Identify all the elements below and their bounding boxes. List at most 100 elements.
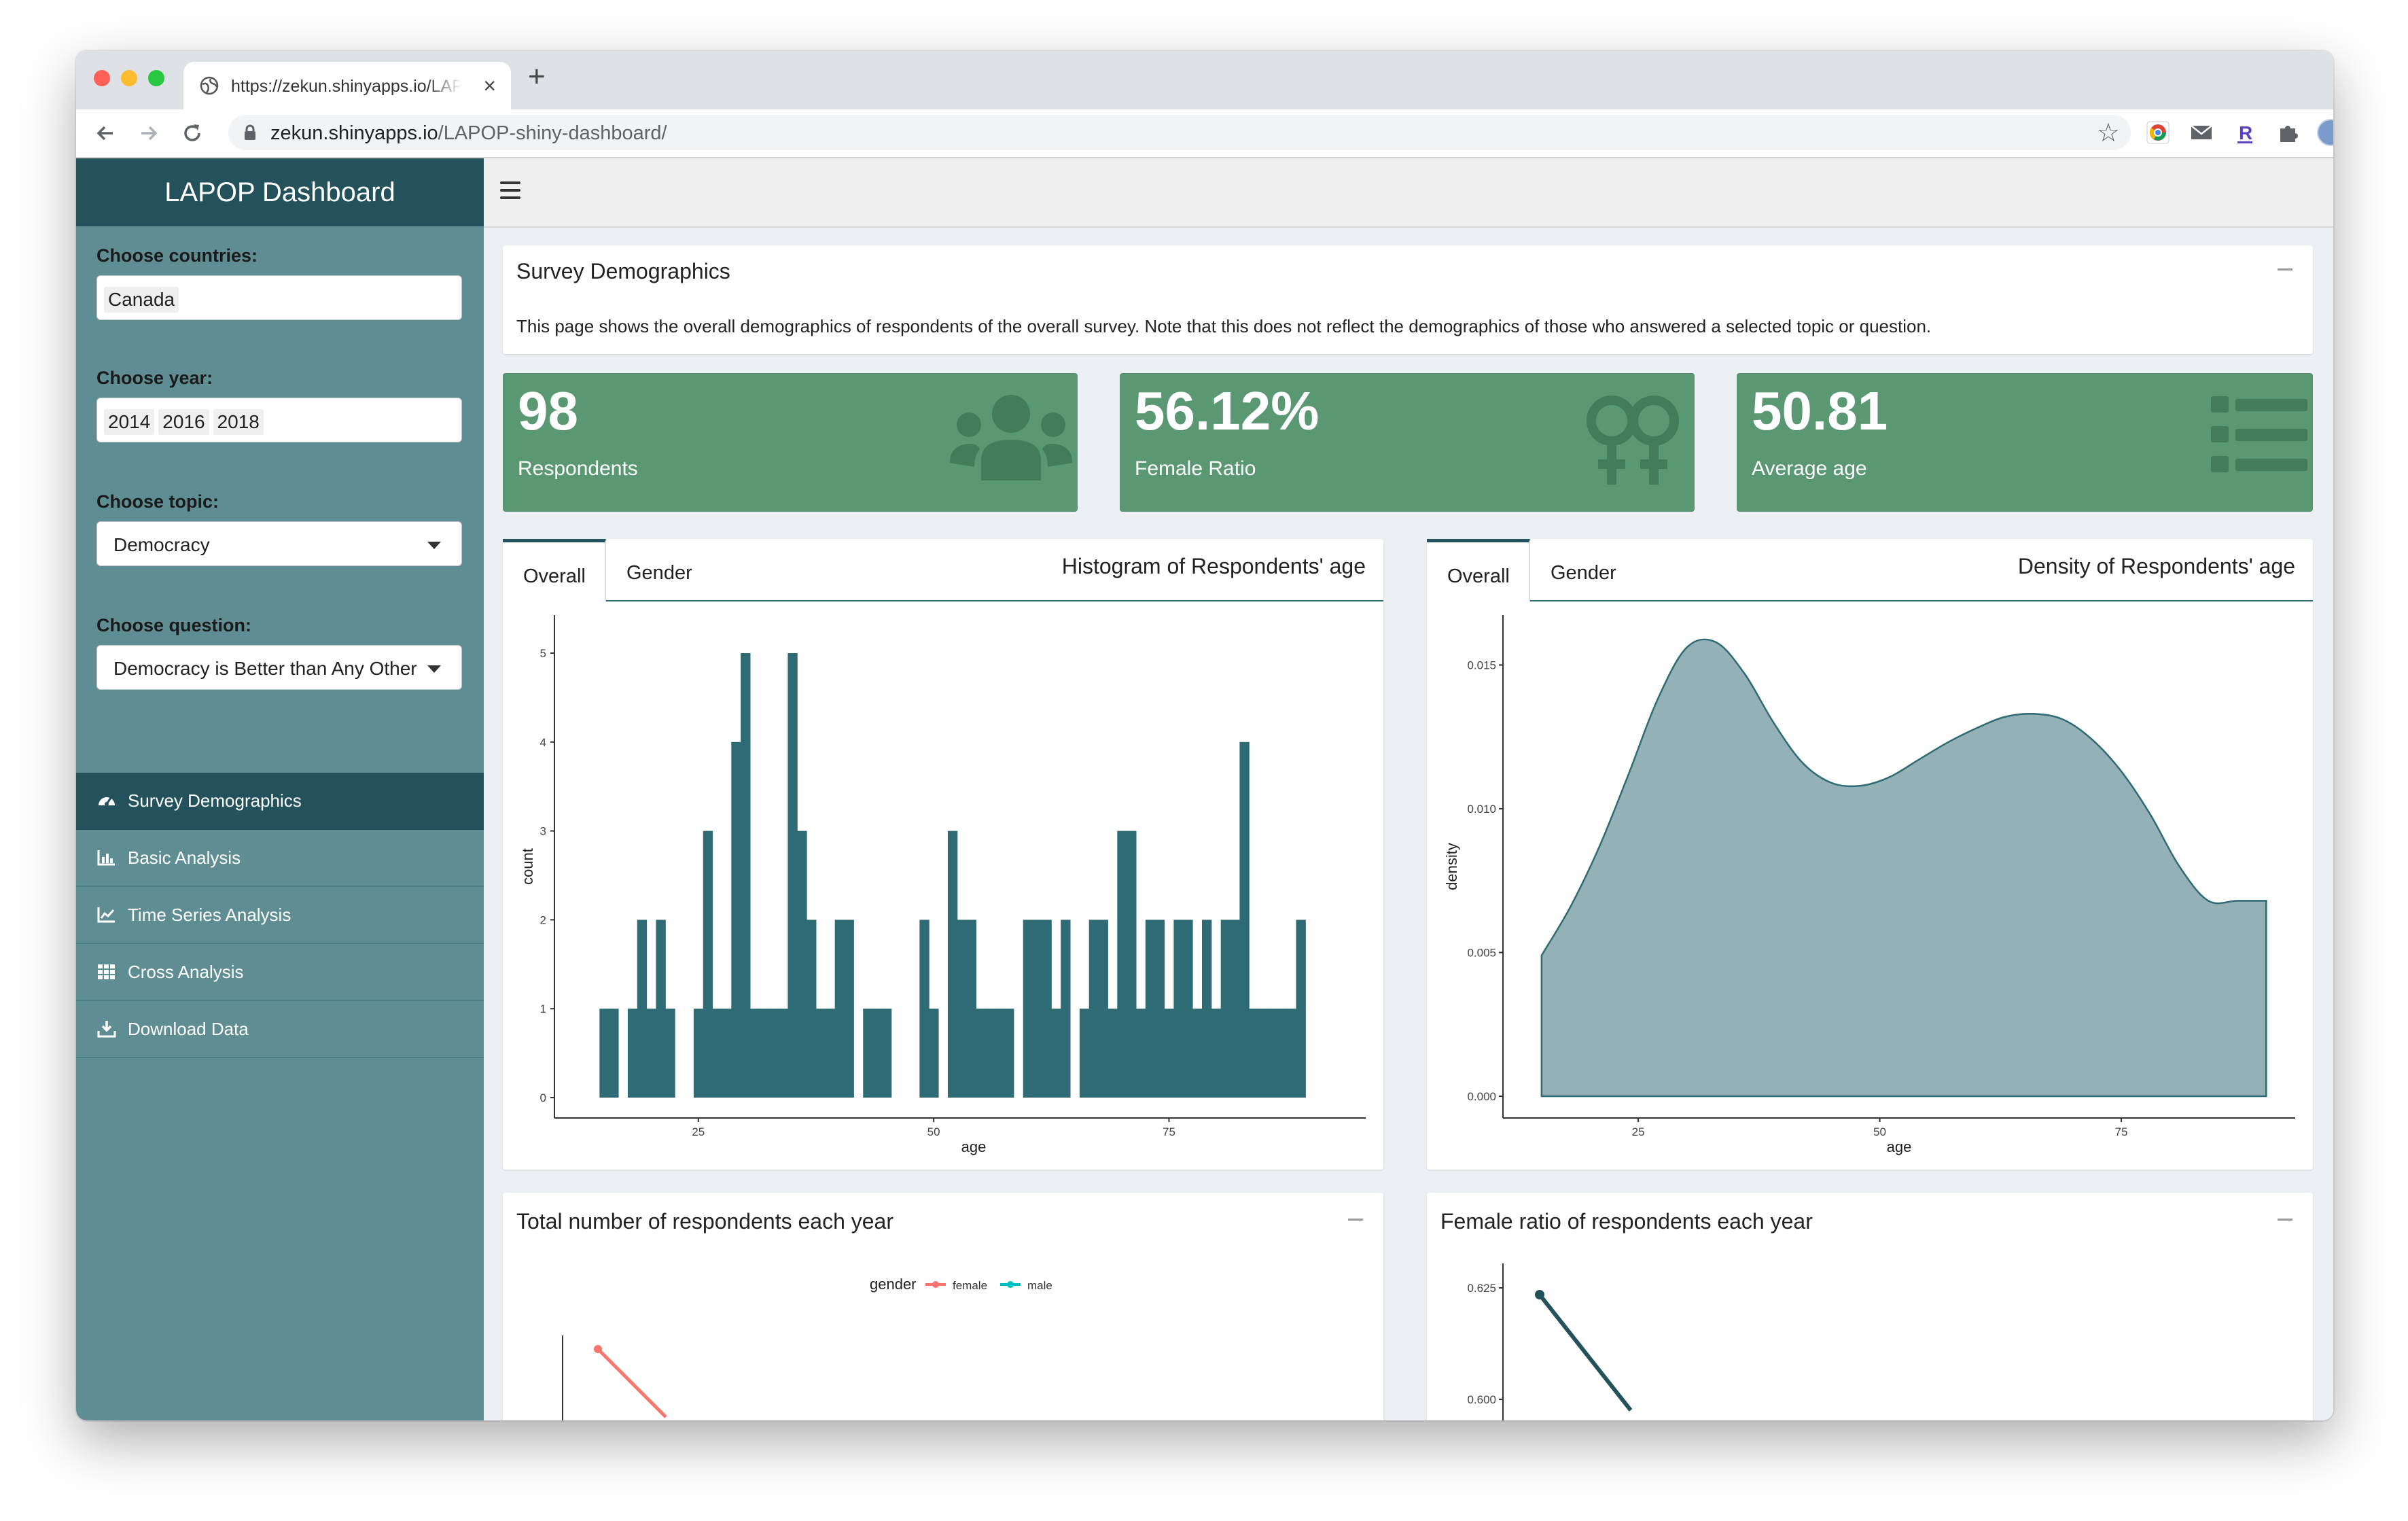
close-window-button[interactable] bbox=[94, 70, 110, 86]
histogram-bar bbox=[712, 1009, 722, 1098]
x-tick-label: 50 bbox=[1873, 1125, 1886, 1138]
bookmark-star-icon[interactable]: ☆ bbox=[2096, 119, 2120, 147]
female-ratio-value: 56.12% bbox=[1135, 381, 1320, 441]
histogram-bar bbox=[947, 831, 958, 1098]
density-title: Density of Respondents' age bbox=[2017, 554, 2295, 578]
maximize-window-button[interactable] bbox=[148, 70, 164, 86]
line-chart-icon bbox=[97, 907, 115, 923]
topic-select[interactable]: Democracy bbox=[96, 521, 462, 566]
legend-label: female bbox=[953, 1279, 987, 1292]
year-chip[interactable]: 2016 bbox=[158, 409, 209, 435]
female-ratio-point bbox=[1535, 1290, 1544, 1299]
female-ratio-caption: Female Ratio bbox=[1135, 457, 1256, 480]
url-text: zekun.shinyapps.io/LAPOP-shiny-dashboard… bbox=[270, 122, 667, 145]
back-icon[interactable] bbox=[94, 122, 117, 145]
histogram-bar bbox=[1173, 920, 1184, 1098]
histogram-bar bbox=[995, 1009, 1005, 1098]
histogram-bar bbox=[1164, 1009, 1174, 1098]
tab-gender[interactable]: Gender bbox=[606, 539, 708, 600]
histogram-bar bbox=[627, 1009, 638, 1098]
menu-cross-analysis[interactable]: Cross Analysis bbox=[76, 944, 484, 1001]
total-respondents-chart: gender female male bbox=[562, 1276, 1052, 1420]
menu-download-data[interactable]: Download Data bbox=[76, 1001, 484, 1058]
new-tab-button[interactable]: + bbox=[528, 60, 546, 93]
forward-icon[interactable] bbox=[137, 122, 160, 145]
histogram-bar bbox=[722, 1009, 732, 1098]
tab-gender[interactable]: Gender bbox=[1530, 539, 1632, 600]
density-panel: Overall Gender Density of Respondents' a… bbox=[1427, 539, 2313, 1170]
year-chip[interactable]: 2018 bbox=[213, 409, 264, 435]
histogram-bar bbox=[1023, 920, 1033, 1098]
histogram-bar bbox=[609, 1009, 619, 1098]
y-tick-label: 2 bbox=[540, 913, 546, 926]
minimize-window-button[interactable] bbox=[121, 70, 137, 86]
box-title: Survey Demographics bbox=[516, 259, 730, 283]
collapse-icon[interactable] bbox=[2278, 1219, 2292, 1221]
sidebar: Choose countries: Canada Choose year: 20… bbox=[76, 226, 484, 1420]
country-chip[interactable]: Canada bbox=[104, 287, 179, 313]
y-tick-label: 4 bbox=[540, 736, 546, 749]
countries-select[interactable]: Canada bbox=[96, 275, 462, 320]
histogram-bar bbox=[1004, 1009, 1014, 1098]
histogram-bar bbox=[646, 1009, 656, 1098]
close-tab-icon[interactable]: × bbox=[483, 73, 496, 98]
demographics-description: This page shows the overall demographics… bbox=[516, 316, 1932, 336]
histogram-bar bbox=[844, 920, 854, 1098]
url-path: /LAPOP-shiny-dashboard/ bbox=[438, 122, 667, 144]
tab-overall[interactable]: Overall bbox=[1427, 539, 1530, 601]
density-tabs: Overall Gender Density of Respondents' a… bbox=[1427, 539, 2313, 601]
question-select[interactable]: Democracy is Better than Any Other bbox=[96, 645, 462, 690]
menu-survey-demographics[interactable]: Survey Demographics bbox=[76, 773, 484, 830]
lock-icon bbox=[245, 124, 255, 140]
histogram-bar bbox=[966, 920, 976, 1098]
sidebar-toggle-icon[interactable] bbox=[500, 181, 520, 199]
y-tick-label: 0.000 bbox=[1467, 1090, 1496, 1103]
histogram-tabs: Overall Gender Histogram of Respondents'… bbox=[503, 539, 1383, 601]
histogram-bar bbox=[637, 920, 648, 1098]
collapse-icon[interactable] bbox=[2278, 268, 2292, 270]
histogram-bar bbox=[703, 831, 713, 1098]
collapse-icon[interactable] bbox=[1348, 1219, 1363, 1221]
topic-label: Choose topic: bbox=[96, 491, 219, 512]
tab-label: Gender bbox=[1551, 562, 1616, 584]
histogram-bar bbox=[1201, 920, 1212, 1098]
extension-chrome-icon[interactable] bbox=[2144, 119, 2172, 146]
histogram-bar bbox=[1211, 1009, 1222, 1098]
browser-tab[interactable]: https://zekun.shinyapps.io/LAPOP-shiny-d… bbox=[183, 62, 511, 109]
address-bar[interactable]: zekun.shinyapps.io/LAPOP-shiny-dashboard… bbox=[228, 115, 2131, 150]
tab-label: Gender bbox=[626, 562, 692, 584]
y-tick-label: 0.625 bbox=[1467, 1282, 1496, 1295]
histogram-bar bbox=[815, 1009, 826, 1098]
bar-chart-icon bbox=[97, 850, 115, 866]
profile-avatar[interactable] bbox=[2317, 119, 2333, 146]
legend-label: male bbox=[1027, 1279, 1052, 1292]
histogram-bar bbox=[1154, 920, 1165, 1098]
menu-time-series-analysis[interactable]: Time Series Analysis bbox=[76, 887, 484, 944]
topic-value: Democracy bbox=[113, 534, 210, 555]
r-extension-icon[interactable]: R bbox=[2231, 119, 2259, 146]
app-brand[interactable]: LAPOP Dashboard bbox=[76, 158, 484, 226]
x-tick-label: 75 bbox=[2115, 1125, 2128, 1138]
histogram-bar bbox=[976, 1009, 986, 1098]
histogram-bar bbox=[693, 1009, 704, 1098]
year-chip[interactable]: 2014 bbox=[104, 409, 155, 435]
histogram-bar bbox=[1296, 920, 1306, 1098]
histogram-bar bbox=[768, 1009, 779, 1098]
reload-icon[interactable] bbox=[181, 122, 204, 145]
female-ratio-chart: 0.625 0.600 bbox=[1467, 1263, 1633, 1420]
year-label: Choose year: bbox=[96, 368, 213, 388]
puzzle-icon[interactable] bbox=[2275, 119, 2302, 146]
mail-icon[interactable] bbox=[2188, 119, 2215, 146]
x-tick-label: 25 bbox=[692, 1125, 705, 1138]
histogram-bar bbox=[750, 1009, 760, 1098]
demographics-box: Survey Demographics This page shows the … bbox=[503, 245, 2313, 354]
menu-basic-analysis[interactable]: Basic Analysis bbox=[76, 830, 484, 887]
year-select[interactable]: 2014 2016 2018 bbox=[96, 398, 462, 442]
tab-overall[interactable]: Overall bbox=[503, 539, 606, 601]
box-title: Female ratio of respondents each year bbox=[1440, 1209, 1813, 1234]
countries-label: Choose countries: bbox=[96, 245, 258, 266]
x-axis-label: age bbox=[1887, 1138, 1912, 1155]
density-area bbox=[1540, 638, 2267, 1098]
histogram-bar bbox=[957, 920, 968, 1098]
female-series-point bbox=[594, 1345, 602, 1353]
